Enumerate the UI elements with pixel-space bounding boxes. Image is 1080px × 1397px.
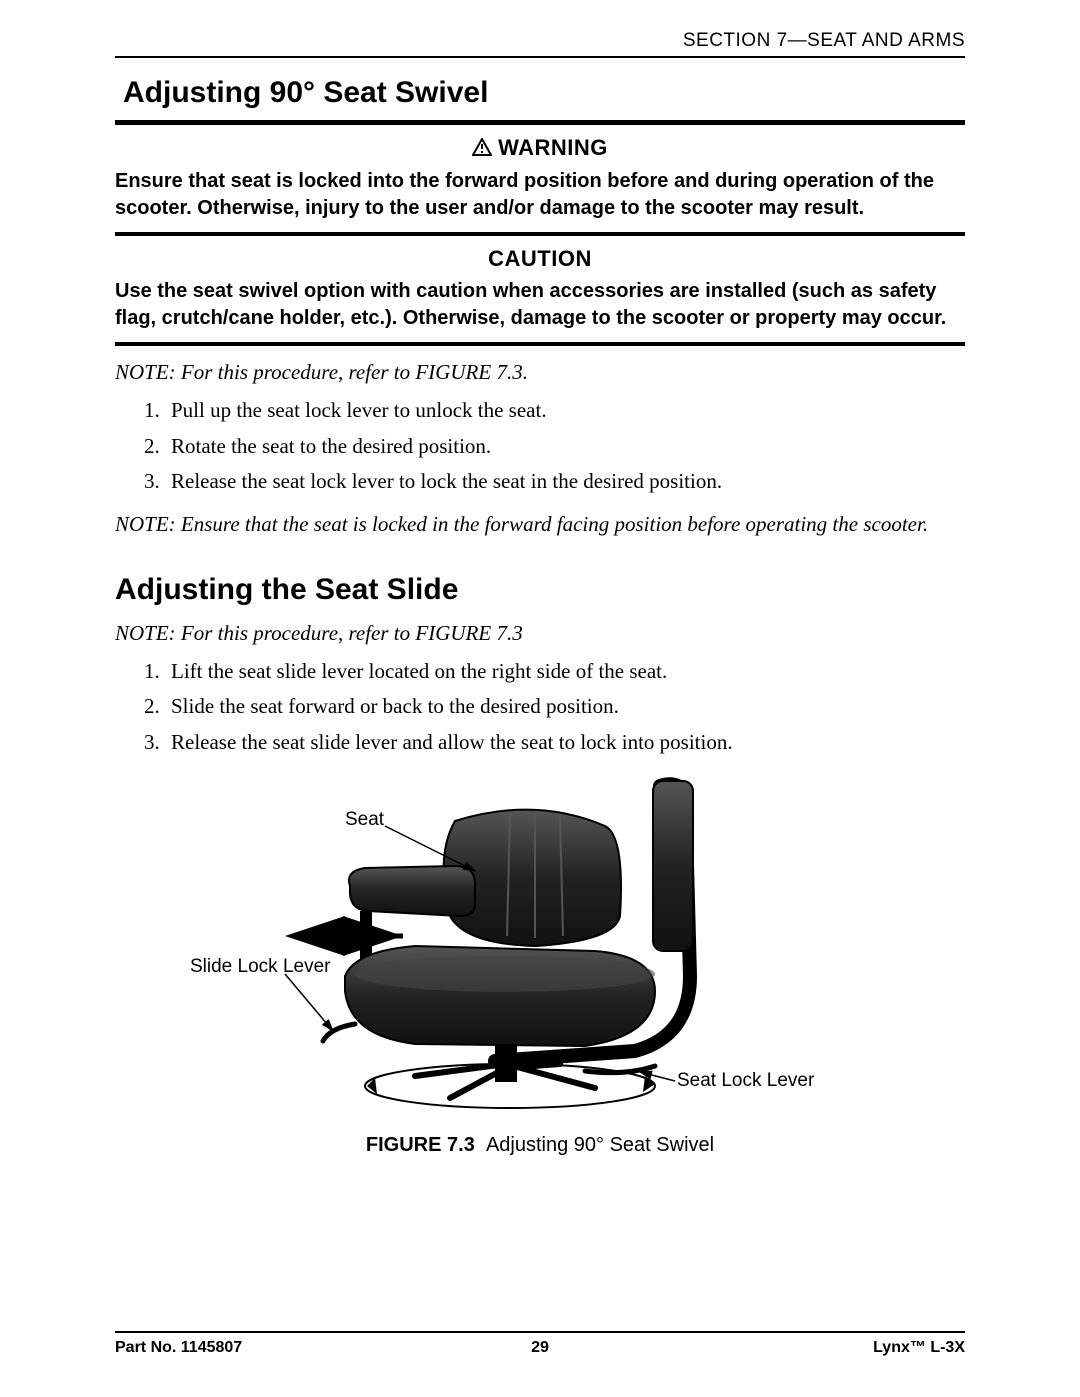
label-seat-lock: Seat Lock Lever (677, 1070, 814, 1092)
caution-text: Use the seat swivel option with caution … (115, 278, 965, 332)
figure-title: Adjusting 90° Seat Swivel (486, 1134, 714, 1156)
heading-slide: Adjusting the Seat Slide (115, 573, 965, 607)
heading-swivel: Adjusting 90° Seat Swivel (123, 76, 965, 110)
label-seat: Seat (345, 809, 384, 831)
caution-heading: CAUTION (115, 246, 965, 272)
figure-7-3: Seat Slide Lock Lever Seat Lock Lever (115, 776, 965, 1126)
rule (115, 342, 965, 346)
warning-heading: WARNING (115, 135, 965, 162)
note-text: NOTE: Ensure that the seat is locked in … (115, 512, 965, 537)
rule (115, 120, 965, 125)
rule (115, 232, 965, 236)
steps-slide: Lift the seat slide lever located on the… (115, 656, 965, 759)
step-item: Release the seat lock lever to lock the … (165, 466, 965, 498)
step-item: Pull up the seat lock lever to unlock th… (165, 395, 965, 427)
label-slide-lock: Slide Lock Lever (190, 956, 330, 978)
step-item: Release the seat slide lever and allow t… (165, 727, 965, 759)
warning-icon (472, 136, 492, 162)
note-text: NOTE: For this procedure, refer to FIGUR… (115, 360, 965, 385)
note-text: NOTE: For this procedure, refer to FIGUR… (115, 621, 965, 646)
seat-illustration (115, 776, 965, 1116)
manual-page: SECTION 7—SEAT AND ARMS Adjusting 90° Se… (0, 0, 1080, 1397)
step-item: Rotate the seat to the desired position. (165, 431, 965, 463)
warning-text: Ensure that seat is locked into the forw… (115, 168, 965, 222)
warning-label: WARNING (498, 135, 608, 160)
step-item: Slide the seat forward or back to the de… (165, 691, 965, 723)
figure-caption: FIGURE 7.3 Adjusting 90° Seat Swivel (115, 1134, 965, 1157)
section-header: SECTION 7—SEAT AND ARMS (115, 30, 965, 58)
step-item: Lift the seat slide lever located on the… (165, 656, 965, 688)
steps-swivel: Pull up the seat lock lever to unlock th… (115, 395, 965, 498)
page-number: 29 (115, 1339, 965, 1357)
figure-number: FIGURE 7.3 (366, 1134, 475, 1156)
page-footer: Part No. 1145807 29 Lynx™ L-3X (115, 1331, 965, 1357)
